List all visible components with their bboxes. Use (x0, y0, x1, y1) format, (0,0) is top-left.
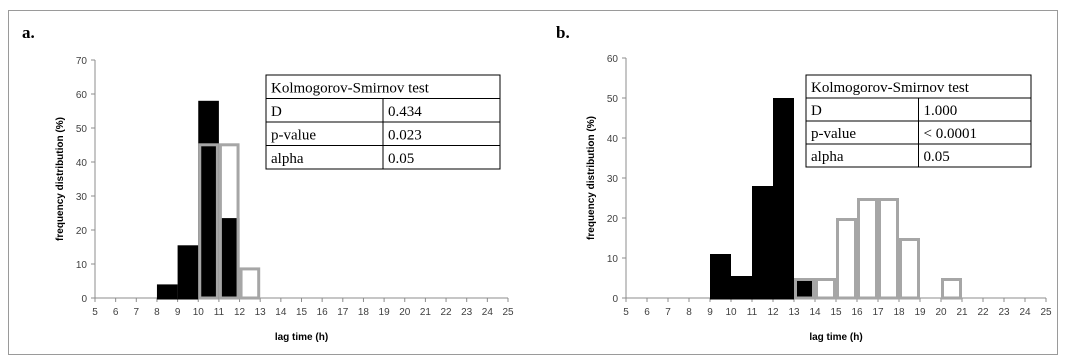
x-tick-label: 15 (830, 307, 842, 318)
x-tick-label: 19 (379, 307, 391, 318)
histogram-bar-outline (815, 278, 836, 300)
x-tick-label: 23 (461, 307, 473, 318)
ks-table-stat-label: alpha (811, 149, 844, 165)
y-tick-label: 50 (607, 94, 619, 105)
ks-table-title: Kolmogorov-Smirnov test (811, 80, 970, 96)
x-tick-label: 15 (296, 307, 308, 318)
x-axis-title: lag time (h) (275, 332, 328, 343)
x-tick-label: 8 (154, 307, 160, 318)
histogram-bar-outline (198, 143, 219, 300)
x-tick-label: 13 (788, 307, 800, 318)
x-tick-label: 22 (977, 307, 989, 318)
y-tick-label: 0 (81, 294, 87, 305)
ks-table-stat-value: 1.000 (924, 103, 958, 119)
x-tick-label: 18 (358, 307, 370, 318)
x-tick-label: 13 (255, 307, 267, 318)
x-tick-label: 11 (747, 307, 758, 318)
x-tick-label: 6 (644, 307, 650, 318)
x-tick-label: 7 (665, 307, 671, 318)
ks-table-stat-value: 0.434 (388, 104, 422, 120)
x-tick-label: 20 (399, 307, 411, 318)
x-tick-label: 8 (686, 307, 692, 318)
histogram-bar-outline (218, 143, 240, 300)
histogram-bar-black (773, 98, 794, 300)
panel-letter: a. (22, 23, 35, 42)
ks-table-stat-value: 0.05 (388, 151, 414, 167)
histogram-bar-black (731, 276, 752, 300)
y-axis-title: frequency distribution (%) (55, 117, 66, 241)
x-tick-label: 5 (92, 307, 98, 318)
ks-table-title: Kolmogorov-Smirnov test (271, 81, 430, 97)
y-tick-label: 30 (76, 192, 88, 203)
ks-table-stat-value: 0.05 (924, 149, 950, 165)
x-tick-label: 20 (935, 307, 947, 318)
histogram-bar-black (156, 284, 178, 300)
y-tick-label: 40 (76, 158, 88, 169)
x-tick-label: 21 (420, 307, 432, 318)
ks-table-stat-label: p-value (271, 128, 316, 144)
histogram-bar-black (198, 100, 219, 300)
histogram-bar-outline (836, 218, 857, 300)
x-tick-label: 9 (707, 307, 713, 318)
x-tick-label: 6 (113, 307, 119, 318)
histogram-panel-b: b. 0 10 20 30 40 50 60 5 6 7 8 9 10 11 12 13 14 15 16 17 18 19… (556, 23, 1052, 343)
x-tick-label: 16 (317, 307, 329, 318)
histogram-bar-outline (239, 267, 261, 300)
histogram-bar-black (177, 245, 199, 300)
ks-table-stat-value: 0.023 (388, 128, 422, 144)
x-tick-label: 21 (956, 307, 968, 318)
histogram-bar-outline (857, 198, 878, 300)
x-tick-label: 9 (175, 307, 181, 318)
panel-letter: b. (556, 23, 570, 42)
y-tick-label: 30 (607, 174, 619, 185)
x-tick-label: 16 (851, 307, 863, 318)
x-tick-label: 23 (998, 307, 1010, 318)
y-tick-label: 20 (607, 214, 619, 225)
x-tick-label: 25 (1040, 307, 1052, 318)
y-tick-label: 10 (76, 260, 88, 271)
histogram-bar-black (710, 254, 731, 300)
histogram-bar-black (752, 186, 773, 300)
x-tick-label: 17 (337, 307, 349, 318)
ks-table-stat-label: alpha (271, 151, 304, 167)
x-tick-label: 11 (214, 307, 225, 318)
histogram-panel-a: a. 0 10 20 30 40 50 60 70 5 6 7 8 9 10 11 12 13 14 15 16 17 18… (22, 23, 514, 343)
y-tick-label: 60 (607, 54, 619, 65)
x-tick-label: 5 (623, 307, 629, 318)
x-tick-label: 10 (725, 307, 737, 318)
histogram-bar-black (218, 218, 240, 300)
x-axis-title: lag time (h) (809, 332, 862, 343)
y-tick-label: 10 (607, 254, 619, 265)
x-tick-label: 19 (914, 307, 926, 318)
x-tick-label: 7 (134, 307, 140, 318)
x-tick-label: 24 (482, 307, 494, 318)
histogram-bar-outline (794, 278, 815, 300)
x-tick-label: 12 (234, 307, 246, 318)
x-tick-label: 14 (275, 307, 287, 318)
y-tick-label: 20 (76, 226, 88, 237)
y-tick-label: 0 (612, 294, 618, 305)
x-tick-label: 10 (193, 307, 205, 318)
ks-table-stat-label: D (271, 104, 282, 120)
histogram-bar-black (794, 280, 815, 300)
x-tick-label: 12 (767, 307, 779, 318)
y-tick-label: 50 (76, 124, 88, 135)
x-tick-label: 22 (440, 307, 452, 318)
x-tick-label: 24 (1019, 307, 1031, 318)
y-axis-title: frequency distribution (%) (586, 116, 597, 240)
y-tick-label: 60 (76, 90, 88, 101)
x-tick-label: 25 (502, 307, 514, 318)
ks-table-stat-label: D (811, 103, 822, 119)
histogram-bar-outline (899, 238, 920, 300)
y-tick-label: 70 (76, 56, 88, 67)
histogram-bar-outline (878, 198, 899, 300)
ks-table-stat-value: < 0.0001 (924, 126, 977, 142)
x-tick-label: 17 (872, 307, 884, 318)
ks-table-stat-label: p-value (811, 126, 856, 142)
x-tick-label: 18 (893, 307, 905, 318)
x-tick-label: 14 (809, 307, 821, 318)
y-tick-label: 40 (607, 134, 619, 145)
histogram-bar-outline (941, 278, 962, 300)
